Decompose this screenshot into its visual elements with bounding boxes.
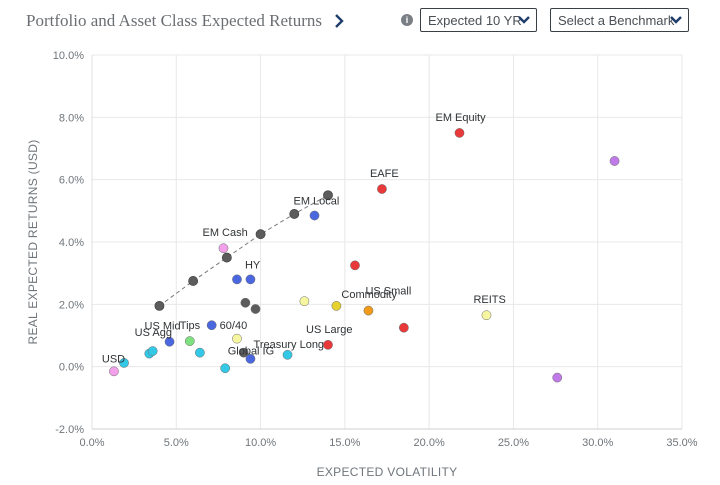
y-tick-label: 0.0% [59, 362, 84, 374]
horizon-dropdown-value: Expected 10 YR [428, 13, 522, 28]
data-point [218, 243, 229, 254]
data-point [363, 305, 374, 316]
point-label: REITS [473, 294, 505, 306]
horizon-dropdown[interactable]: Expected 10 YR [420, 8, 537, 32]
axis-ticks: -2.0%0.0%2.0%4.0%6.0%8.0%10.0%0.0% 5.0% 10… [53, 50, 698, 449]
data-point [282, 349, 293, 360]
point-label: US Mid [145, 321, 181, 333]
benchmark-dropdown-value: Select a Benchmark [558, 13, 675, 28]
data-point [147, 346, 158, 356]
point-label: Global IG [228, 346, 274, 358]
y-tick-label: 8.0% [59, 112, 84, 124]
data-point [109, 366, 119, 377]
x-tick-label: 0.0% [79, 437, 104, 449]
efficient-frontier [154, 190, 333, 311]
frontier-line [159, 194, 329, 307]
data-point [119, 358, 129, 368]
x-tick-label: 25.0% [498, 437, 529, 449]
data-points [109, 128, 620, 383]
benchmark-dropdown[interactable]: Select a Benchmark [550, 8, 689, 32]
chevron-right-icon[interactable] [333, 13, 345, 29]
frontier-point [323, 190, 333, 201]
x-tick-label: 15.0% [329, 437, 360, 449]
data-point [164, 336, 175, 347]
chevron-down-icon [518, 16, 530, 24]
data-point [250, 304, 261, 314]
data-point [245, 354, 256, 364]
data-point [232, 274, 242, 285]
x-tick-label: 30.0% [582, 437, 613, 449]
frontier-point [154, 300, 165, 311]
y-tick-label: 10.0% [53, 50, 84, 62]
point-label: Treasury Long [254, 339, 325, 351]
frontier-point [221, 252, 232, 263]
point-label: USD [102, 353, 125, 365]
data-point [609, 156, 620, 166]
x-tick-label: 10.0% [245, 437, 276, 449]
chevron-down-icon [670, 16, 682, 24]
frontier-point [289, 209, 300, 219]
data-point [240, 297, 251, 308]
chart-title: Portfolio and Asset Class Expected Retur… [26, 11, 323, 30]
data-point [323, 340, 333, 350]
x-tick-label: 5.0% [164, 437, 189, 449]
point-label: Tips [180, 320, 201, 332]
y-tick-label: 2.0% [59, 299, 84, 311]
data-point [299, 296, 310, 307]
data-point [195, 347, 205, 358]
point-label: 60/40 [220, 320, 248, 332]
y-tick-label: 6.0% [59, 175, 84, 187]
x-axis-title: EXPECTED VOLATILITY [317, 465, 458, 479]
data-point [220, 363, 231, 374]
data-point [184, 336, 195, 346]
info-icon[interactable]: i [401, 14, 413, 26]
point-label: US Large [306, 324, 352, 336]
point-label: HY [245, 259, 261, 271]
point-label: EM Local [294, 196, 340, 208]
data-point [309, 210, 320, 221]
data-point [481, 310, 492, 321]
data-point [245, 274, 256, 285]
chart-header: Portfolio and Asset Class Expected Retur… [0, 0, 720, 44]
data-point [238, 347, 249, 358]
data-point [350, 260, 360, 271]
y-tick-label: -2.0% [55, 424, 84, 436]
point-label: US Small [365, 286, 411, 298]
data-point [552, 372, 563, 383]
data-point [206, 320, 217, 331]
frontier-point [255, 229, 266, 240]
data-point [331, 301, 342, 311]
data-point [232, 333, 242, 344]
data-point [377, 184, 387, 194]
x-tick-label: 20.0% [414, 437, 445, 449]
y-tick-label: 4.0% [59, 237, 84, 249]
data-point [399, 322, 409, 333]
data-point [454, 128, 465, 138]
point-label: Commodity [341, 289, 397, 301]
point-label: EAFE [370, 168, 399, 180]
point-label: EM Equity [435, 112, 486, 124]
chart-grid [91, 54, 683, 430]
frontier-point [188, 276, 199, 286]
x-tick-label: 35.0% [666, 437, 697, 449]
y-axis-title: REAL EXPECTED RETURNS (USD) [26, 139, 40, 344]
point-label: US Agg [135, 327, 172, 339]
point-label: EM Cash [202, 227, 247, 239]
